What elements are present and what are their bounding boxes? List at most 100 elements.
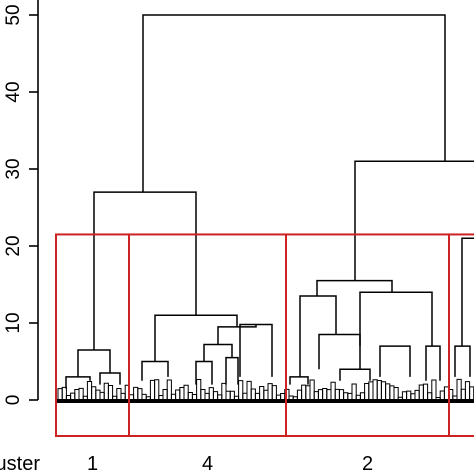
leaf-link [372, 379, 378, 400]
leaf-link [74, 388, 80, 400]
leaf-link [359, 392, 366, 400]
leaf-link [95, 389, 101, 400]
y-tick-label: 40 [3, 81, 24, 102]
subtree-link [289, 376, 309, 385]
leaf-link [393, 386, 399, 400]
leaf-branches [56, 378, 474, 403]
leaf-link [78, 387, 84, 400]
leaf-link [229, 390, 235, 400]
leaf-link [343, 392, 349, 400]
subtree-link [239, 323, 273, 377]
leaf-link [326, 389, 332, 400]
y-axis: 0 10 20 30 40 50 [3, 0, 39, 406]
subtree-link [316, 279, 393, 297]
leaf-link [309, 379, 315, 400]
leaf-link [469, 386, 474, 400]
leaf-link [263, 389, 269, 400]
leaf-link [116, 387, 122, 400]
leaf-link [322, 388, 328, 400]
leaf-link [380, 381, 387, 400]
leaf-link [334, 388, 340, 400]
subtree-link [299, 295, 337, 377]
leaf-link [103, 382, 109, 400]
cluster-row-label: Cluster [0, 453, 40, 474]
leaf-link [200, 388, 206, 400]
leaf-link [313, 391, 319, 400]
y-tick-label: 30 [3, 158, 24, 179]
leaf-link [166, 379, 172, 400]
subtree-link [339, 368, 371, 381]
leaf-link [162, 388, 168, 400]
y-tick-label: 50 [3, 4, 24, 25]
leaf-link [389, 385, 395, 400]
leaf-link [368, 381, 374, 400]
subtree-link [454, 345, 471, 377]
cluster-box [448, 233, 474, 437]
leaf-link [267, 383, 273, 400]
leaf-link [464, 381, 471, 400]
subtree-link [203, 343, 233, 362]
leaf-link [439, 390, 445, 400]
subtree-link [359, 291, 433, 347]
leaf-link [242, 392, 248, 400]
leaf-link [221, 382, 227, 400]
leaf-link [401, 391, 408, 400]
leaf-link [246, 380, 252, 400]
subtree-link [461, 237, 474, 347]
cluster-label: 1 [87, 453, 98, 474]
leaf-link [364, 383, 370, 400]
cluster-box [128, 233, 287, 437]
leaf-link [175, 389, 181, 400]
leaf-link [317, 389, 324, 400]
leaf-link [212, 391, 219, 400]
leaf-link [431, 379, 437, 400]
leaf-link [70, 392, 76, 400]
leaf-link [460, 388, 466, 400]
cluster-box [55, 233, 130, 437]
leaf-link [406, 390, 412, 400]
leaf-link [196, 378, 202, 400]
cluster-boxes [55, 233, 474, 437]
subtree-link [225, 356, 239, 385]
leaf-link [422, 383, 429, 400]
leaf-link [187, 392, 193, 400]
leaf-link [238, 380, 244, 400]
leaf-link [57, 388, 63, 400]
leaf-link [208, 387, 214, 400]
cluster-subtrees [65, 237, 474, 389]
leaf-link [254, 392, 261, 400]
leaf-link [456, 378, 462, 400]
subtree-link [217, 324, 257, 345]
leaf-link [427, 392, 433, 400]
leaf-link [183, 384, 189, 400]
leaf-link [149, 379, 156, 400]
leaf-link [99, 391, 105, 400]
leaf-link [296, 389, 303, 400]
top-merge-branches [93, 14, 474, 350]
subtree-link [425, 345, 441, 381]
leaf-link [91, 386, 97, 400]
leaf-link [385, 383, 391, 400]
merge-link [142, 14, 446, 193]
subtree-link [195, 360, 213, 385]
leaf-link [351, 383, 357, 400]
leaf-link [61, 386, 67, 400]
leaf-link [259, 386, 265, 400]
leaf-link [107, 385, 114, 400]
merge-link [93, 191, 197, 350]
leaf-link [330, 381, 336, 400]
subtree-link [99, 372, 121, 385]
subtree-link [65, 376, 91, 389]
leaf-link [305, 385, 311, 400]
merge-link [354, 160, 474, 281]
leaf-link [414, 389, 420, 400]
leaf-link [154, 379, 160, 400]
leaf-link [250, 388, 256, 400]
leaf-link [271, 385, 277, 400]
leaf-link [443, 386, 450, 400]
leaf-link [179, 387, 185, 400]
y-tick-label: 20 [3, 235, 24, 256]
leaf-link [338, 389, 345, 400]
y-tick-label: 0 [3, 395, 24, 406]
